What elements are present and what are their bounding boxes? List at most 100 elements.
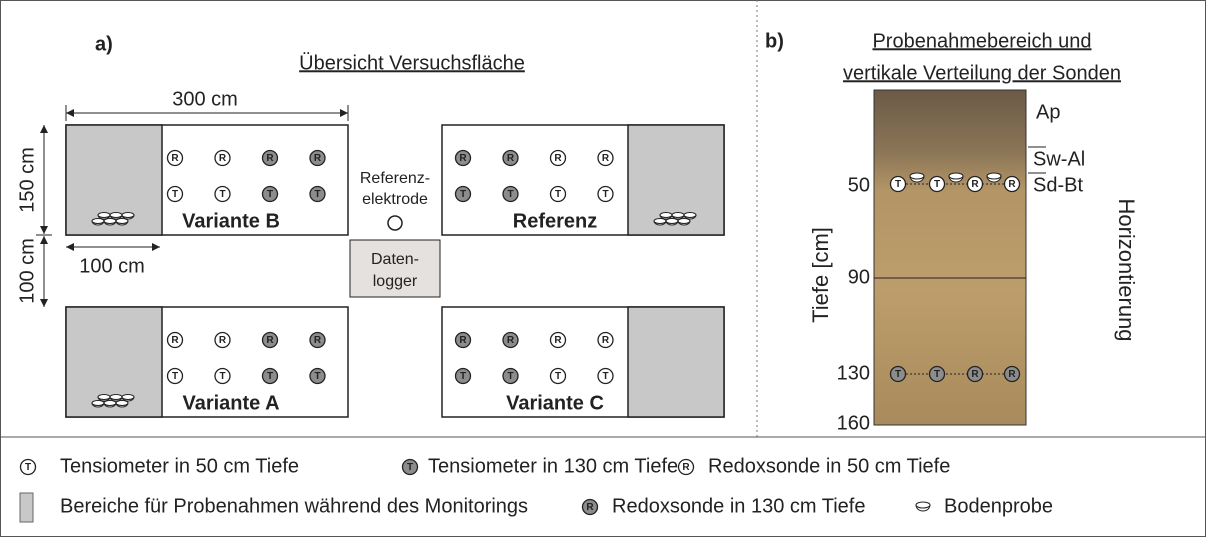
- sensor-letter: T: [267, 371, 273, 382]
- horizon-label: Sw-Al: [1033, 148, 1085, 170]
- soil-sample: [91, 400, 105, 406]
- sensor-letter: R: [602, 335, 610, 346]
- sensor: [597, 149, 614, 167]
- sensor-letter: R: [219, 153, 227, 164]
- legend-text: Redoxsonde in 130 cm Tiefe: [612, 495, 866, 517]
- sensor: [502, 149, 519, 167]
- horizon-label: Ap: [1036, 101, 1060, 123]
- sensor: [966, 365, 984, 383]
- sensor-letter: R: [586, 502, 594, 513]
- sensor-letter: T: [602, 371, 608, 382]
- sensor: [309, 185, 326, 203]
- sensor: [261, 149, 279, 167]
- electrode-label: Referenz-: [360, 170, 430, 187]
- depth-label: 130: [837, 362, 870, 384]
- legend-text: Tensiometer in 130 cm Tiefe: [428, 455, 678, 477]
- sensor: [261, 185, 279, 203]
- datalogger-label: Daten-: [371, 251, 419, 268]
- sensor: [581, 498, 599, 516]
- sensor: [454, 185, 472, 203]
- legend-text: Bereiche für Probenahmen während des Mon…: [60, 495, 528, 517]
- sensor-letter: R: [171, 153, 179, 164]
- panel-label: b): [765, 30, 784, 52]
- depth-label: 50: [848, 174, 870, 196]
- sensor-letter: T: [314, 189, 320, 200]
- dimension: 100 cm: [16, 238, 38, 304]
- sensor: [214, 367, 231, 385]
- soil-sample: [121, 212, 135, 218]
- sensor: [502, 367, 519, 385]
- sensor: [401, 458, 419, 476]
- sensor-letter: T: [507, 371, 513, 382]
- sensor-letter: T: [934, 179, 940, 190]
- sensor: [214, 149, 231, 167]
- sensor: [502, 185, 519, 203]
- dimension: 100 cm: [79, 255, 145, 277]
- sensor: [261, 331, 279, 349]
- sensor-letter: T: [895, 369, 901, 380]
- sensor: [966, 175, 984, 193]
- panel-title: vertikale Verteilung der Sonden: [843, 62, 1121, 84]
- sensor: [889, 175, 907, 193]
- legend-text: Redoxsonde in 50 cm Tiefe: [708, 455, 950, 477]
- axis-label: Horizontierung: [1114, 198, 1139, 341]
- sensor: [1003, 365, 1021, 383]
- sensor-letter: T: [555, 371, 561, 382]
- sensor: [549, 185, 567, 203]
- sensor: [597, 367, 614, 385]
- sensor-letter: T: [267, 189, 273, 200]
- soil-sample: [677, 218, 691, 224]
- legend-text: Bodenprobe: [944, 495, 1053, 517]
- soil-sample: [671, 212, 685, 218]
- sensor: [166, 331, 184, 349]
- soil-sample: [109, 394, 123, 400]
- sensor: [214, 331, 231, 349]
- sensor: [454, 149, 472, 167]
- sensor-letter: R: [554, 335, 562, 346]
- axis-label: Tiefe [cm]: [808, 227, 833, 323]
- sensor: [454, 331, 472, 349]
- sensor: [502, 331, 519, 349]
- sensor-letter: R: [554, 153, 562, 164]
- electrode: [387, 215, 403, 231]
- sensor-letter: T: [934, 369, 940, 380]
- sensor: [19, 458, 37, 476]
- sensor-letter: T: [172, 189, 178, 200]
- plot-label: Variante B: [182, 210, 280, 232]
- sensor: [889, 365, 907, 383]
- sensor-letter: T: [507, 189, 513, 200]
- soil-sample: [97, 212, 111, 218]
- sensor-letter: R: [971, 369, 979, 380]
- panel-title: Probenahmebereich und: [872, 30, 1091, 52]
- soil-sample: [909, 172, 925, 180]
- sensor-letter: R: [266, 153, 274, 164]
- soil-sample: [115, 400, 129, 406]
- sensor: [166, 185, 184, 203]
- sensor-letter: R: [602, 153, 610, 164]
- plot-label: Variante C: [506, 392, 604, 414]
- dimension: 300 cm: [172, 88, 238, 110]
- soil-sample: [109, 212, 123, 218]
- sensor-letter: R: [682, 462, 690, 473]
- sensor: [1003, 175, 1021, 193]
- sensor-letter: T: [314, 371, 320, 382]
- soil-sample: [121, 394, 135, 400]
- sensor-letter: R: [266, 335, 274, 346]
- sensor: [549, 367, 567, 385]
- sensor: [549, 331, 567, 349]
- soil-sample: [948, 172, 964, 180]
- soil-sample: [653, 218, 667, 224]
- soil-sample: [97, 394, 111, 400]
- soil-sample: [103, 400, 117, 406]
- soil-sample: [986, 172, 1002, 180]
- sensor: [309, 149, 326, 167]
- sensor-letter: R: [1008, 179, 1016, 190]
- soil-sample: [103, 218, 117, 224]
- sensor: [309, 331, 326, 349]
- sensor: [261, 367, 279, 385]
- sampling-area: [627, 306, 725, 418]
- sensor-letter: T: [219, 371, 225, 382]
- sensor-letter: T: [460, 371, 466, 382]
- soil-sample: [665, 218, 679, 224]
